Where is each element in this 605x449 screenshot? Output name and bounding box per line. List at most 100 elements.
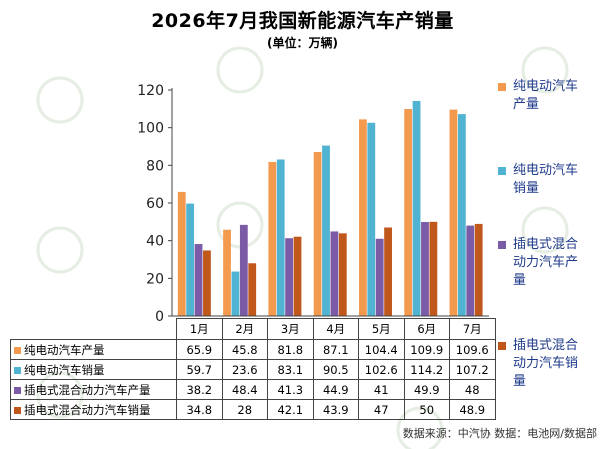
table-cell: 41 [358,379,405,400]
legend-label: 插电式混合 动力汽车销量 [513,338,579,389]
table-cell: 90.5 [312,359,359,380]
legend-label: 插电式混合 动力汽车产量 [513,237,579,288]
watermark-mark [216,46,264,94]
y-tick-label: 20 [146,271,164,287]
bar-s1-1月 [177,191,186,316]
bar-s1-2月 [223,229,231,316]
legend-swatch [498,241,506,249]
table-cell: 109.6 [449,339,496,360]
table-cell: 47 [358,399,405,420]
table-cell: 59.7 [176,359,223,380]
table-cell: 42.1 [267,399,314,420]
y-tick-label: 60 [146,196,164,212]
row-swatch [14,346,21,354]
bar-s2-1月 [186,203,195,316]
bar-s4-4月 [338,233,347,316]
watermark-mark [521,206,569,254]
table-cell: 44.9 [312,379,359,400]
category-label: 4月 [312,318,359,340]
y-tick-label: 100 [137,121,164,137]
bar-s3-6月 [421,222,429,316]
table-cell: 102.6 [358,359,405,380]
bar-s2-7月 [457,114,466,316]
watermark-mark [36,226,84,274]
y-tick-label: 0 [155,309,164,325]
bar-s4-6月 [429,221,438,316]
row-swatch [14,406,21,414]
table-cell: 50 [403,399,450,420]
bar-s4-1月 [203,250,211,316]
row-label: 插电式混合动力汽车产量 [24,382,151,397]
axes-group: 0 20 40 60 80 100 120 [137,83,489,325]
row-header: 插电式混合动力汽车产量 [10,379,177,400]
category-label: 7月 [449,318,496,340]
table-cell: 45.8 [221,339,268,360]
table-corner [10,318,177,340]
table-row: 纯电动汽车销量 59.7 23.6 83.1 90.5 102.6 114.2 107.2 [10,359,496,380]
legend-item: 纯电动汽车 销量 [498,162,605,198]
bar-s3-3月 [285,238,294,316]
y-tick-label: 120 [137,83,164,99]
bar-s1-4月 [313,151,322,316]
bar-s1-6月 [404,109,413,317]
legend-label: 纯电动汽车 销量 [513,163,579,196]
bar-s2-4月 [322,145,330,316]
table-cell: 38.2 [176,379,223,400]
table-cell: 83.1 [267,359,314,380]
category-label: 1月 [176,318,223,340]
legend-swatch [498,83,506,91]
bar-s2-6月 [412,100,421,316]
legend-swatch [498,167,506,175]
chart-title: 2026年7月我国新能源汽车产销量 [151,10,454,32]
bar-s2-3月 [276,159,285,316]
bar-s2-5月 [367,122,376,317]
bar-s1-3月 [268,161,277,316]
table-cell: 23.6 [221,359,268,380]
legend-item: 插电式混合 动力汽车产量 [498,236,605,290]
watermark-mark [521,46,569,94]
table-cell: 104.4 [358,339,405,360]
source-note: 数据来源：中汽协 数据：电池网/数据部 [402,427,597,440]
row-label: 插电式混合动力汽车销量 [24,402,151,417]
row-header: 纯电动汽车销量 [10,359,177,380]
category-label: 6月 [403,318,450,340]
table-cell: 107.2 [449,359,496,380]
y-tick-label: 40 [146,234,164,250]
table-row: 插电式混合动力汽车销量 34.8 28 42.1 43.9 47 50 48.9 [10,399,496,420]
bar-s4-3月 [293,236,302,316]
row-label: 纯电动汽车产量 [24,342,105,357]
bar-s3-4月 [330,231,339,316]
table-cell: 48.9 [449,399,496,420]
table-cell: 34.8 [176,399,223,420]
table-header-row: 1月 2月 3月 4月 5月 6月 7月 [10,318,496,340]
row-header: 插电式混合动力汽车销量 [10,399,177,420]
bar-s4-2月 [248,263,257,316]
table-cell: 65.9 [176,339,223,360]
bar-s3-7月 [466,225,475,316]
bar-s3-2月 [239,224,248,316]
data-table: 1月 2月 3月 4月 5月 6月 7月 纯电动汽车产量 65.9 45.8 81.8 87.1 104… [10,318,496,420]
legend-label: 纯电动汽车 产量 [513,79,579,112]
legend-item: 插电式混合 动力汽车销量 [498,337,605,391]
table-cell: 49.9 [403,379,450,400]
bar-s4-5月 [384,227,392,316]
table-cell: 48.4 [221,379,268,400]
bar-s3-5月 [375,238,384,316]
bar-s3-1月 [194,244,203,316]
category-label: 3月 [267,318,314,340]
table-cell: 87.1 [312,339,359,360]
table-cell: 114.2 [403,359,450,380]
legend-swatch [498,342,506,350]
bars-group [177,100,483,317]
row-label: 纯电动汽车销量 [24,362,105,377]
bar-s4-7月 [474,223,483,316]
row-header: 纯电动汽车产量 [10,339,177,360]
bar-s1-7月 [449,109,458,316]
y-tick-label: 80 [146,158,164,174]
category-label: 5月 [358,318,405,340]
table-cell: 28 [221,399,268,420]
bar-s2-2月 [231,271,240,316]
row-swatch [14,386,21,394]
table-cell: 48 [449,379,496,400]
chart-unit: (单位：万辆) [267,36,338,50]
